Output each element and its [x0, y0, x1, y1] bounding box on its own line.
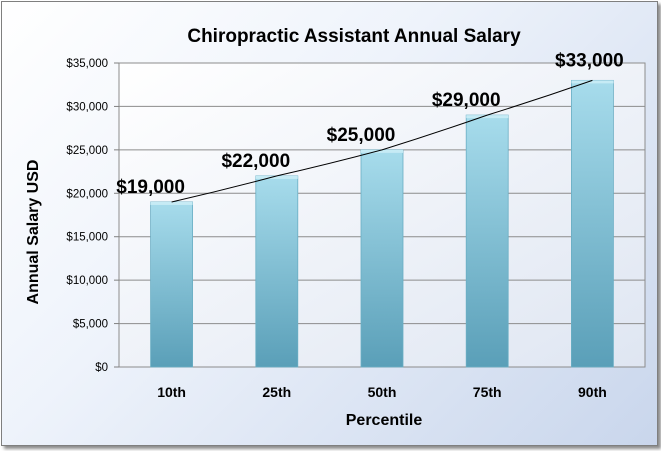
chart-title: Chiropractic Assistant Annual Salary	[187, 26, 521, 47]
data-label: $25,000	[327, 125, 396, 146]
data-label: $22,000	[221, 151, 290, 172]
y-tick-label: $35,000	[66, 58, 108, 70]
y-tick-label: $5,000	[73, 319, 108, 331]
bar	[360, 149, 404, 368]
x-tick-label: 90th	[578, 384, 607, 400]
data-label: $29,000	[432, 90, 501, 111]
y-tick-label: $10,000	[66, 275, 108, 287]
data-label: $19,000	[116, 177, 185, 198]
bar	[255, 175, 299, 368]
y-axis-title: Annual Salary USD	[25, 160, 42, 305]
bar	[150, 201, 194, 368]
x-tick-label: 50th	[368, 384, 397, 400]
data-label: $33,000	[555, 50, 624, 71]
bar-highlight	[466, 115, 509, 119]
bar-highlight	[361, 149, 403, 153]
y-tick-label: $25,000	[66, 145, 108, 157]
data-labels: $19,000 $22,000 $25,000 $29,000 $33,000	[116, 50, 623, 198]
bars	[150, 79, 614, 368]
y-tick-label: $30,000	[66, 101, 108, 113]
x-tick-label: 10th	[157, 384, 186, 400]
bar-highlight	[571, 80, 614, 84]
y-tick-label: $15,000	[66, 232, 108, 244]
y-tick-label: $0	[95, 362, 108, 374]
bar	[571, 79, 614, 368]
bar-highlight	[255, 175, 298, 179]
bar-highlight	[150, 201, 193, 205]
x-tick-labels: 10th 25th 50th 75th 90th	[157, 384, 607, 400]
x-tick-label: 25th	[262, 384, 291, 400]
x-tick-label: 75th	[473, 384, 502, 400]
trendline	[171, 79, 593, 203]
y-tick-labels: $0 $5,000 $10,000 $15,000 $20,000 $25,000 $30,…	[66, 58, 108, 374]
bar	[465, 114, 509, 368]
x-axis-title: Percentile	[346, 412, 423, 429]
y-tick-label: $20,000	[66, 188, 108, 200]
